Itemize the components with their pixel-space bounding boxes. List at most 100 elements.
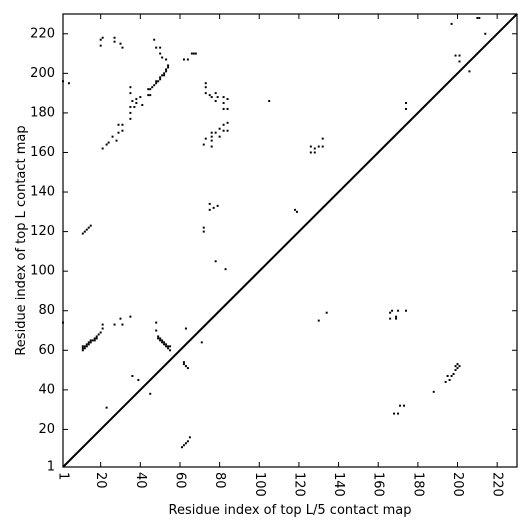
- y-tick-label: 160: [30, 145, 55, 160]
- contact-point: [121, 129, 124, 132]
- contact-point: [165, 58, 168, 61]
- y-tick-label: 140: [30, 185, 55, 200]
- contact-point: [309, 151, 312, 154]
- contact-point: [204, 92, 207, 95]
- contact-point: [222, 102, 225, 105]
- contact-point: [395, 315, 398, 318]
- contact-point: [317, 319, 320, 322]
- contact-point: [182, 58, 185, 61]
- contact-point: [454, 365, 457, 368]
- contact-point: [169, 345, 172, 348]
- contact-point: [81, 232, 84, 235]
- contact-point: [456, 363, 459, 366]
- contact-point: [476, 16, 479, 19]
- contact-point: [121, 123, 124, 126]
- contact-point: [155, 329, 158, 332]
- contact-point: [222, 123, 225, 126]
- contact-point: [89, 224, 92, 227]
- x-tick-label: 40: [133, 472, 148, 489]
- contact-point: [155, 82, 158, 85]
- contact-point: [85, 343, 88, 346]
- contact-point: [129, 92, 132, 95]
- contact-point: [161, 339, 164, 342]
- contact-point: [155, 80, 158, 83]
- contact-point: [163, 343, 166, 346]
- contact-point: [95, 335, 98, 338]
- contact-point: [210, 139, 213, 142]
- contact-point: [159, 46, 162, 49]
- contact-point: [105, 143, 108, 146]
- contact-point: [194, 52, 197, 55]
- contact-point: [192, 52, 195, 55]
- contact-point: [399, 404, 402, 407]
- y-tick-label: 200: [30, 66, 55, 81]
- contact-point: [83, 230, 86, 233]
- contact-point: [186, 440, 189, 443]
- contact-point: [147, 94, 150, 97]
- contact-point: [149, 88, 152, 91]
- contact-point: [161, 341, 164, 344]
- contact-point: [93, 337, 96, 340]
- x-tick-label: 160: [371, 472, 386, 497]
- contact-point: [190, 52, 193, 55]
- contact-point: [226, 107, 229, 110]
- y-tick-label: 20: [38, 422, 55, 437]
- contact-point: [317, 145, 320, 148]
- contact-point: [222, 129, 225, 132]
- y-tick-label: 1: [47, 460, 55, 475]
- x-tick-label: 60: [172, 472, 187, 489]
- contact-point: [313, 147, 316, 150]
- y-tick-label: 120: [30, 224, 55, 239]
- contact-point: [99, 331, 102, 334]
- contact-point: [208, 202, 211, 205]
- contact-point: [99, 38, 102, 41]
- contact-point: [450, 22, 453, 25]
- contact-point: [99, 44, 102, 47]
- contact-point: [85, 228, 88, 231]
- contact-point: [95, 337, 98, 340]
- contact-point: [393, 412, 396, 415]
- contact-point: [135, 102, 138, 105]
- contact-point: [325, 311, 328, 314]
- contact-point: [404, 102, 407, 105]
- contact-point: [121, 323, 124, 326]
- contact-point: [389, 311, 392, 314]
- contact-point: [184, 365, 187, 368]
- contact-point: [131, 375, 134, 377]
- contact-point: [81, 345, 84, 348]
- contact-point: [456, 367, 459, 370]
- contact-point: [186, 367, 189, 370]
- contact-point: [139, 96, 142, 99]
- contact-point: [210, 135, 213, 138]
- contact-point: [182, 363, 185, 366]
- contact-point: [157, 337, 160, 340]
- contact-point: [67, 82, 70, 85]
- contact-point: [113, 323, 116, 326]
- x-tick-label: 200: [450, 472, 465, 497]
- contact-point: [91, 339, 94, 342]
- contact-point: [167, 66, 170, 69]
- contact-point: [293, 208, 296, 211]
- contact-point: [119, 42, 122, 45]
- contact-point: [204, 86, 207, 89]
- contact-point: [454, 54, 457, 57]
- contact-point: [458, 54, 461, 57]
- contact-point: [218, 127, 221, 130]
- contact-point: [216, 96, 219, 99]
- contact-point: [391, 309, 394, 312]
- contact-point: [87, 343, 90, 346]
- contact-point: [210, 145, 213, 148]
- contact-point: [97, 333, 100, 336]
- contact-point: [137, 378, 140, 381]
- contact-point: [117, 123, 120, 126]
- contact-point: [159, 339, 162, 342]
- contact-point: [448, 378, 451, 381]
- contact-point: [113, 36, 116, 39]
- contact-point: [395, 317, 398, 320]
- contact-point: [155, 46, 158, 49]
- contact-point: [202, 143, 205, 146]
- contact-point: [210, 96, 213, 99]
- contact-point: [309, 145, 312, 148]
- x-tick-label: 1: [56, 472, 71, 480]
